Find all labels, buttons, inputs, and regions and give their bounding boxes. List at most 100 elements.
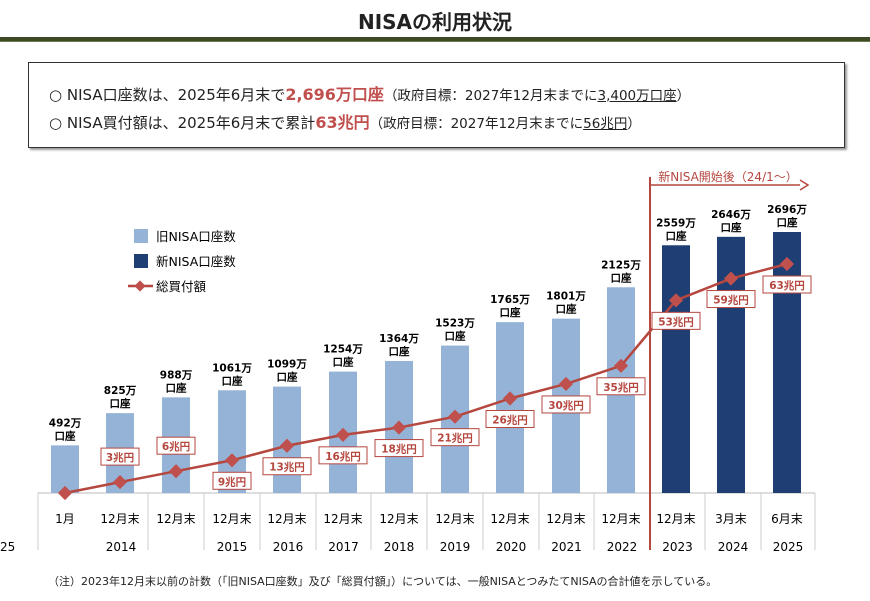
purchase-label: 6兆円 [162,440,190,453]
summary-text: NISA口座数は、2025年6月末で [66,86,286,104]
account-label: 1254万 [323,344,363,356]
account-label: 492万 [49,417,82,429]
purchase-label: 26兆円 [492,413,528,426]
summary-accounts: ○ NISA口座数は、2025年6月末で2,696万口座（政府目標：2027年1… [49,81,690,105]
purchase-marker [613,358,629,373]
purchase-marker [279,438,295,453]
purchase-label-box [762,275,812,294]
x-tick-label: 12月末 [100,512,139,526]
year-label: 2022 [607,540,638,554]
legend-swatch [134,229,148,243]
purchase-label: 9兆円 [218,475,246,488]
purchase-line [64,262,788,495]
bullet-icon: ○ [49,114,63,132]
purchase-label-box [262,457,312,476]
account-label-unit: 口座 [777,216,798,229]
account-label: 825万 [104,385,137,397]
purchase-marker [668,293,684,308]
x-tick-label: 12月末 [323,512,362,526]
title-divider [0,37,870,42]
account-label-unit: 口座 [721,221,742,234]
purchase-label-box [706,290,756,309]
summary-box: ○ NISA口座数は、2025年6月末で2,696万口座 （政府目標：2027年1… [28,62,845,148]
purchase-marker [168,464,184,479]
purchase-label: 18兆円 [381,443,417,456]
account-label-unit: 口座 [500,306,521,319]
x-tick-label: 12月末 [601,512,640,526]
legend-label: 総買付額 [156,279,207,294]
summary-text: NISA買付額は、2025年6月末で累計 [66,114,316,132]
legend-swatch [134,254,148,268]
summary-target: 3,400万口座 [597,88,677,104]
purchase-marker [558,376,574,392]
x-tick-label: 12月末 [156,512,195,526]
account-bar [773,232,801,493]
year-label: 2014 [106,540,137,554]
account-label-unit: 口座 [277,371,298,384]
account-label: 1364万 [379,333,419,345]
purchase-label: 3兆円 [106,451,134,464]
account-bar [51,445,79,493]
purchase-label-box [651,311,701,330]
arrow-head-icon [799,179,810,191]
x-tick-label: 12月末 [546,512,585,526]
purchase-label-box [430,428,480,447]
purchase-label: 21兆円 [437,432,473,445]
purchase-marker [224,453,240,468]
account-label: 2646万 [711,209,751,221]
year-label: 2018 [384,540,415,554]
purchase-label-box [318,446,368,465]
account-label: 1801万 [546,291,586,303]
summary-purchases: ○ NISA買付額は、2025年6月末で累計63兆円（政府目標：2027年12月… [49,109,641,133]
purchase-label-box [596,377,646,396]
purchase-marker [112,475,128,490]
summary-value: 2,696万口座 [285,85,384,104]
purchase-label: 35兆円 [603,381,639,394]
purchase-label: 16兆円 [325,450,361,463]
year-label: 2020 [496,540,527,554]
summary-note: （政府目標：2027年12月末までに [369,116,584,132]
account-label: 1765万 [490,294,530,306]
account-label: 988万 [160,369,193,381]
purchase-label: 63兆円 [769,279,805,292]
account-label: 2696万 [767,204,807,216]
account-label-unit: 口座 [55,429,76,442]
x-tick-label: 1月 [55,512,75,526]
legend-label: 新NISA口座数 [156,254,236,269]
x-tick-label: 12月末 [435,512,474,526]
purchase-marker [335,427,351,442]
year-label: 2024 [718,540,749,554]
account-bar [662,245,690,493]
account-label: 2559万 [656,217,696,229]
account-label: 2125万 [601,259,641,271]
summary-note-end: ） [627,116,641,132]
page-title: NISAの利用状況 [357,10,513,34]
year-label: 2025 [773,540,804,554]
purchase-label: 59兆円 [713,294,749,307]
summary-value: 63兆円 [315,113,370,132]
footnote: （注）2023年12月末以前の計数（「旧NISA口座数」及び「総買付額」）につい… [48,575,718,588]
account-label: 1099万 [267,359,307,371]
purchase-marker [391,420,407,435]
purchase-marker [502,391,518,406]
year-label: 2021 [551,540,582,554]
x-tick-label: 12月末 [212,512,251,526]
account-label-unit: 口座 [333,356,354,369]
new-nisa-annotation: 新NISA開始後（24/1～） [658,169,798,184]
account-label-unit: 口座 [110,397,131,410]
account-label: 1061万 [212,362,252,374]
x-tick-label: 12月末 [656,512,695,526]
purchase-label-box [485,409,535,428]
x-tick-label: 12月末 [267,512,306,526]
purchase-label: 53兆円 [658,315,694,328]
account-label-unit: 口座 [445,330,466,343]
summary-target: 56兆円 [583,116,628,132]
purchase-marker [779,256,795,272]
account-label-unit: 口座 [611,271,632,284]
purchase-marker [723,271,739,286]
purchase-label-box [100,447,140,466]
year-label: 2025 [0,540,15,554]
year-label: 2016 [273,540,304,554]
year-label: 2015 [217,540,248,554]
